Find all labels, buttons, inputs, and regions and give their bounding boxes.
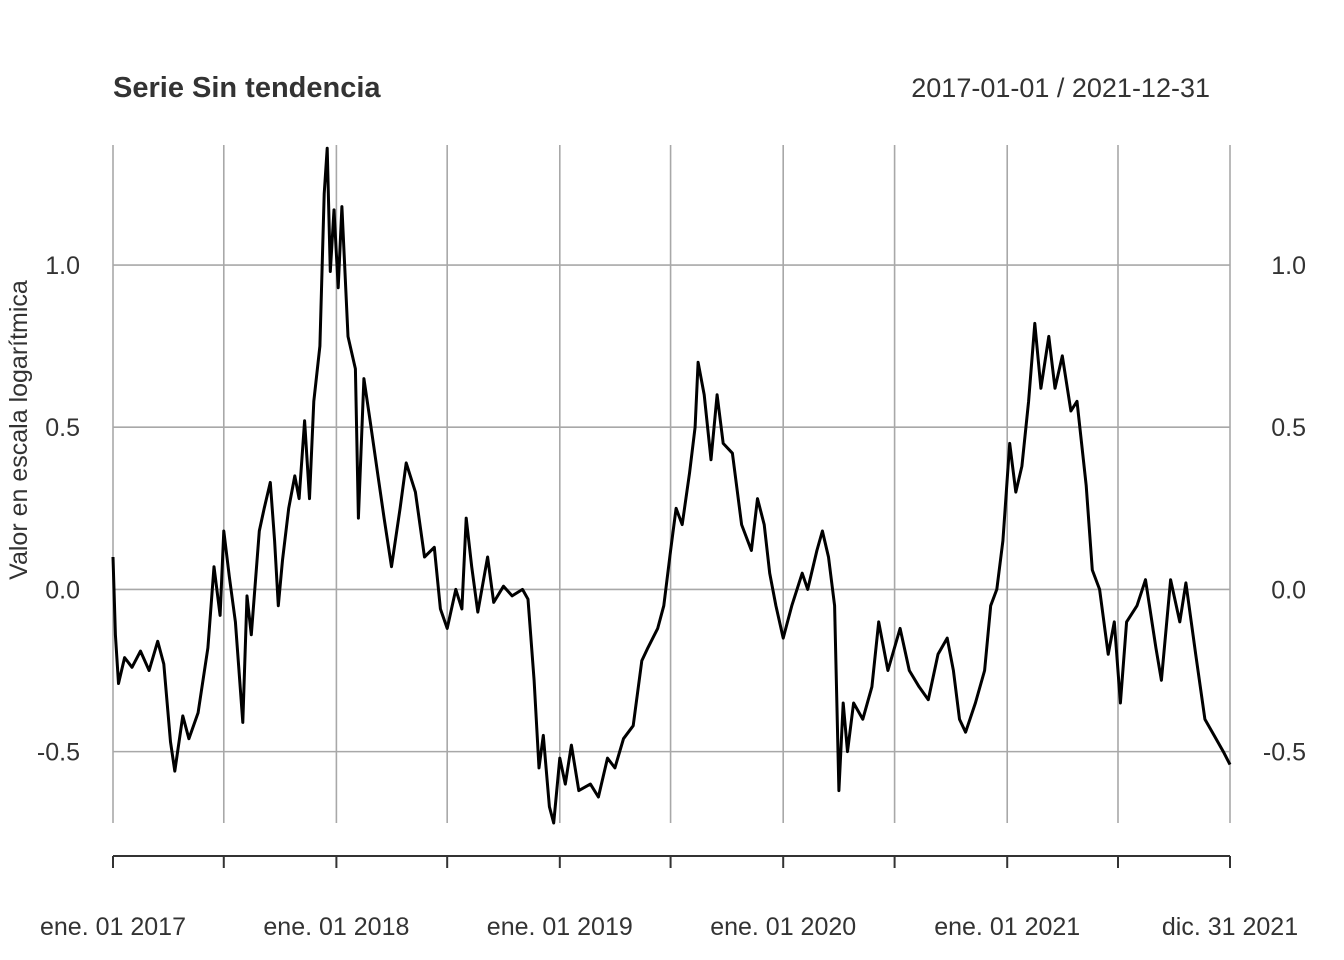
y-tick-labels-right: 1.0 0.5 0.0 -0.5 (1263, 252, 1306, 767)
chart-title: Serie Sin tendencia (113, 72, 381, 104)
vertical-gridlines (112, 145, 1231, 823)
x-tick-label: ene. 01 2018 (263, 913, 409, 941)
y-tick-labels-left: 1.0 0.5 0.0 -0.5 (37, 252, 80, 767)
horizontal-gridlines (113, 264, 1230, 753)
series-line (111, 146, 1232, 825)
y-tick-label: 1.0 (45, 252, 80, 280)
x-tick-label: dic. 31 2021 (1162, 913, 1298, 941)
x-tick-label: ene. 01 2019 (487, 913, 633, 941)
y-tick-label: 0.0 (45, 576, 80, 604)
y-tick-label-right: -0.5 (1263, 739, 1306, 767)
x-tick-label: ene. 01 2021 (934, 913, 1080, 941)
y-tick-label-right: 0.0 (1271, 576, 1306, 604)
y-tick-label: -0.5 (37, 739, 80, 767)
y-tick-label-right: 1.0 (1271, 252, 1306, 280)
y-tick-label: 0.5 (45, 414, 80, 442)
y-axis-label: Valor en escala logarítmica (5, 280, 33, 580)
x-tick-label: ene. 01 2020 (710, 913, 856, 941)
x-tick-labels: ene. 01 2017 ene. 01 2018 ene. 01 2019 ene.… (40, 913, 1298, 941)
y-tick-label-right: 0.5 (1271, 414, 1306, 442)
x-tick-label: ene. 01 2017 (40, 913, 186, 941)
date-range-label: 2017-01-01 / 2021-12-31 (911, 73, 1210, 103)
x-tick-marks (112, 856, 1231, 868)
